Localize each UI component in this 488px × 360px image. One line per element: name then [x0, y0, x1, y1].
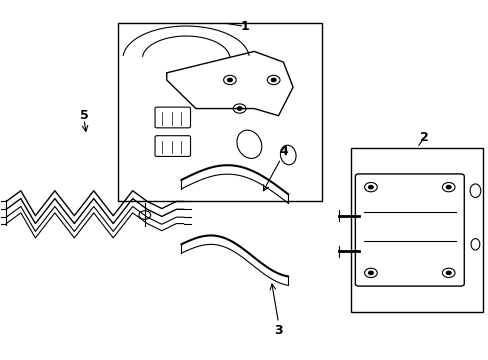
- FancyBboxPatch shape: [355, 174, 463, 286]
- Bar: [351, 148, 482, 312]
- Text: 2: 2: [419, 131, 428, 144]
- Circle shape: [237, 107, 242, 111]
- Circle shape: [227, 78, 232, 82]
- Circle shape: [368, 185, 372, 189]
- Text: 4: 4: [279, 145, 287, 158]
- Text: 5: 5: [80, 109, 88, 122]
- Bar: [118, 23, 322, 202]
- Circle shape: [368, 271, 372, 275]
- Circle shape: [446, 271, 450, 275]
- Ellipse shape: [280, 145, 296, 165]
- Text: 3: 3: [274, 324, 282, 337]
- FancyBboxPatch shape: [155, 136, 190, 157]
- Circle shape: [271, 78, 276, 82]
- FancyBboxPatch shape: [155, 107, 190, 128]
- Ellipse shape: [470, 239, 479, 250]
- Ellipse shape: [469, 184, 480, 198]
- Text: 1: 1: [240, 20, 248, 33]
- Ellipse shape: [237, 130, 261, 158]
- Circle shape: [446, 185, 450, 189]
